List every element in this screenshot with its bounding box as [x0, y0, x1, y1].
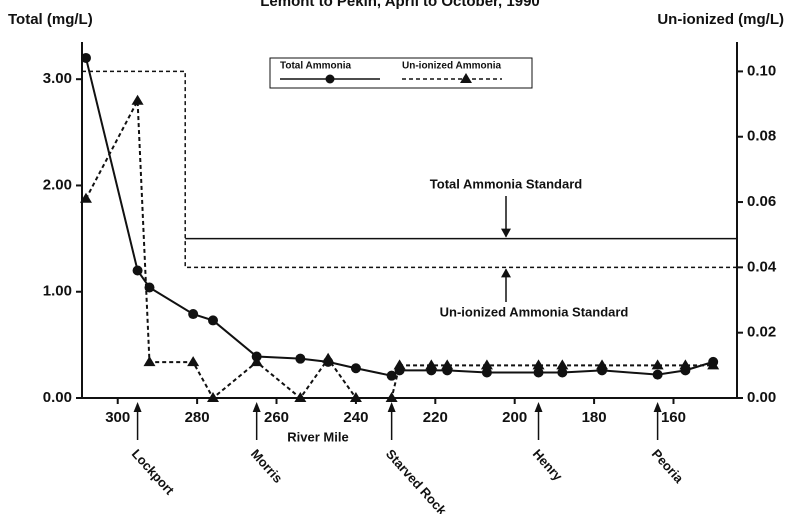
- location-label: Peoria: [649, 446, 687, 486]
- series-line: [85, 97, 714, 400]
- point: [349, 392, 362, 402]
- x-tick-label: 260: [264, 409, 289, 426]
- point: [393, 359, 406, 370]
- standard-label: Un-ionized Ammonia Standard: [440, 304, 629, 319]
- y2-tick-label: 0.10: [747, 62, 776, 79]
- point: [208, 315, 218, 326]
- y-axis-label: Total (mg/L): [8, 11, 93, 28]
- arrow-head: [252, 402, 261, 412]
- y-tick-label: 2.00: [43, 176, 72, 193]
- standard-line: [82, 70, 737, 269]
- point: [322, 352, 335, 363]
- point: [385, 392, 398, 402]
- point: [188, 309, 199, 320]
- location-label: Starved Rock: [383, 446, 450, 514]
- point: [480, 359, 493, 370]
- point: [532, 359, 545, 370]
- x-tick-label: 300: [105, 409, 130, 426]
- series-line: [84, 57, 714, 377]
- point: [132, 265, 143, 276]
- arrow-head: [534, 402, 543, 412]
- legend-box: [269, 57, 533, 89]
- x-tick-label: 220: [423, 409, 448, 426]
- location-label: Lockport: [129, 446, 178, 498]
- legend-label: Total Ammonia: [280, 61, 352, 72]
- location-label: Morris: [248, 446, 286, 486]
- x-tick-label: 240: [343, 409, 368, 426]
- legend-label: Un-ionized Ammonia: [402, 61, 502, 72]
- x-tick-label: 160: [661, 409, 686, 426]
- point: [652, 369, 663, 380]
- arrow-head: [653, 402, 662, 412]
- x-axis-label: River Mile: [287, 429, 348, 444]
- point: [294, 392, 307, 402]
- point: [481, 367, 492, 378]
- x-tick-label: 200: [502, 409, 527, 426]
- chart-title: Lemont to Pekin, April to October, 1990: [260, 0, 540, 10]
- point: [441, 359, 454, 370]
- point: [386, 370, 397, 381]
- point: [295, 353, 306, 364]
- x-tick-label: 180: [582, 409, 607, 426]
- x-tick-label: 280: [185, 409, 210, 426]
- point: [144, 282, 155, 293]
- point: [350, 363, 361, 374]
- point: [556, 359, 569, 370]
- point: [80, 52, 91, 63]
- point: [143, 356, 156, 367]
- standard-label: Total Ammonia Standard: [430, 176, 582, 191]
- location-label: Henry: [530, 446, 566, 484]
- y-tick-label: 1.00: [43, 283, 72, 300]
- y2-tick-label: 0.00: [747, 389, 776, 406]
- legend-marker: [325, 74, 335, 84]
- point: [533, 367, 544, 378]
- point: [425, 359, 438, 370]
- point: [131, 94, 144, 105]
- y-tick-label: 3.00: [43, 70, 72, 87]
- point: [207, 392, 219, 402]
- point: [651, 359, 664, 370]
- point: [679, 359, 692, 370]
- y2-tick-label: 0.02: [747, 324, 776, 341]
- point: [79, 192, 92, 203]
- arrow-head: [501, 228, 511, 238]
- point: [596, 359, 609, 370]
- y-tick-label: 0.00: [43, 389, 72, 406]
- legend-marker: [460, 73, 472, 83]
- point: [707, 359, 720, 370]
- y2-tick-label: 0.08: [747, 128, 776, 145]
- legend: Total Ammonia Un-ionized Ammonia: [269, 57, 533, 89]
- y2-tick-label: 0.04: [747, 258, 777, 275]
- point: [250, 356, 263, 367]
- arrow-head: [387, 402, 396, 412]
- y2-axis-label: Un-ionized (mg/L): [657, 11, 784, 28]
- point: [187, 356, 200, 367]
- arrow-head: [133, 402, 142, 412]
- y2-tick-label: 0.06: [747, 193, 776, 210]
- point: [557, 367, 568, 378]
- arrow-head: [501, 268, 511, 278]
